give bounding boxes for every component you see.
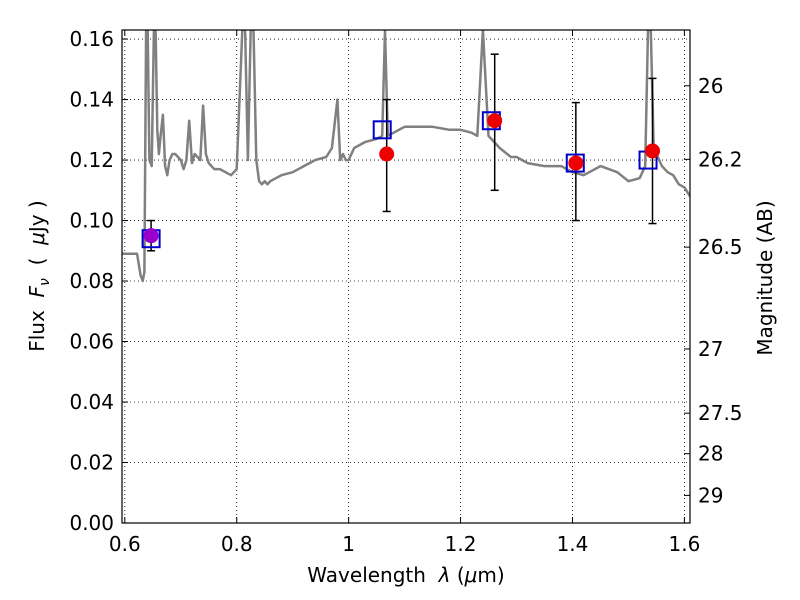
x-tick-label: 0.8: [221, 532, 253, 556]
observed-point-marker: [379, 146, 395, 162]
y-axis-label: Flux Fν ( μJy ): [25, 200, 53, 352]
y-tick-label: 0.06: [69, 330, 114, 354]
grid-lines: [122, 30, 690, 524]
y-tick-label: 0.08: [69, 269, 114, 293]
y-tick-label: 0.14: [69, 88, 114, 112]
x-tick-label: 1.4: [557, 532, 589, 556]
y-tick-label: 0.00: [69, 511, 114, 535]
y-tick-label: 0.10: [69, 209, 114, 233]
y-tick-label: 0.12: [69, 148, 114, 172]
y2-tick-label: 26.2: [698, 147, 743, 171]
plot-frame: [121, 29, 691, 524]
x-axis-label: Wavelength λ (μm): [307, 563, 504, 587]
y2-tick-label: 26.5: [698, 235, 743, 259]
x-tick-label: 1.2: [445, 532, 477, 556]
y2-tick-label: 29: [698, 483, 723, 507]
observed-point-marker: [143, 228, 159, 244]
y2-tick-label: 27: [698, 337, 723, 361]
model-square-marker: [372, 120, 392, 140]
y2-tick-label: 28: [698, 442, 723, 466]
x-tick-label: 1: [342, 532, 355, 556]
y-tick-label: 0.16: [69, 27, 114, 51]
x-tick-label: 0.6: [109, 532, 141, 556]
data-points-layer: [141, 53, 661, 252]
y-tick-label: 0.02: [69, 451, 114, 475]
model-square-marker: [565, 153, 585, 173]
y-tick-label: 0.04: [69, 390, 114, 414]
model-spectrum-layer: [122, 30, 690, 283]
observed-point-marker: [568, 155, 584, 171]
y2-tick-label: 27.5: [698, 401, 743, 425]
y2-axis-label: Magnitude (AB): [753, 200, 777, 355]
observed-point-marker: [645, 143, 661, 159]
axis-ticks: 0.6 0.8 1 1.2 1.4 1.6 0.00 0.02 0.04 0.06 0.08 0.10…: [69, 27, 742, 556]
x-tick-label: 1.6: [668, 532, 700, 556]
y2-tick-label: 26: [698, 74, 723, 98]
observed-point-marker: [487, 113, 503, 129]
model-spectrum-line: [122, 30, 690, 283]
